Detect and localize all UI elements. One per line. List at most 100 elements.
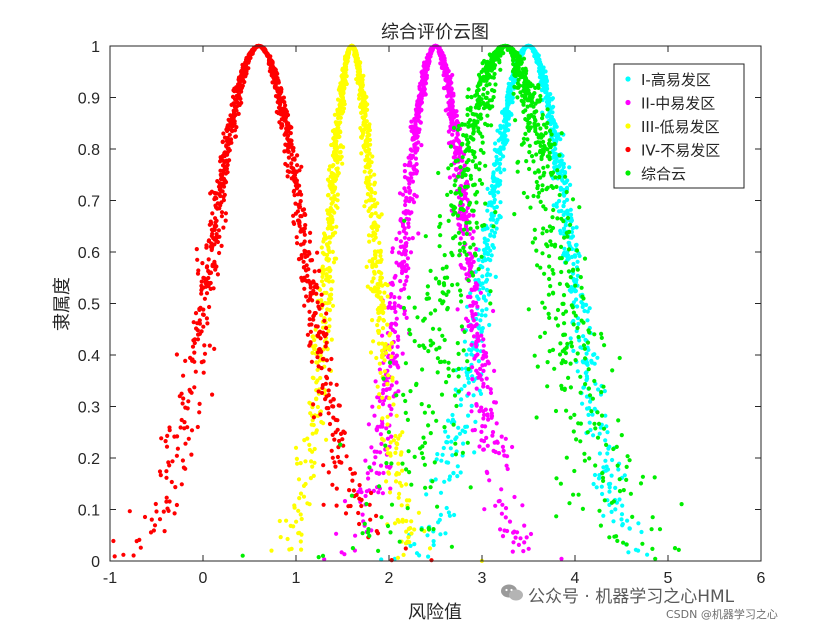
- cloud-drop: [474, 247, 479, 252]
- cloud-drop: [567, 240, 572, 246]
- cloud-drop: [503, 118, 508, 124]
- cloud-drop: [480, 134, 485, 139]
- cloud-drop: [373, 455, 378, 460]
- cloud-drop: [195, 337, 201, 342]
- cloud-drop: [433, 477, 438, 482]
- cloud-drop: [584, 302, 589, 307]
- cloud-drop: [278, 535, 283, 540]
- cloud-drop: [506, 128, 511, 133]
- cloud-drop: [307, 442, 312, 447]
- cloud-drop: [438, 221, 443, 226]
- cloud-drop: [340, 161, 345, 166]
- cloud-drop: [375, 323, 380, 328]
- cloud-drop: [402, 286, 407, 291]
- cloud-drop: [215, 235, 220, 240]
- cloud-drop: [421, 455, 426, 461]
- cloud-drop: [563, 351, 569, 356]
- cloud-drop: [313, 327, 318, 332]
- cloud-drop: [286, 149, 291, 154]
- cloud-drop: [311, 473, 316, 478]
- cloud-drop: [162, 529, 167, 534]
- cloud-drop: [374, 355, 379, 361]
- cloud-drop: [595, 355, 600, 360]
- cloud-drop: [394, 316, 399, 321]
- cloud-drop: [553, 131, 558, 136]
- cloud-drop: [336, 171, 341, 176]
- cloud-drop: [373, 190, 378, 196]
- cloud-drop: [154, 509, 159, 514]
- cloud-drop: [389, 461, 394, 466]
- cloud-drop: [410, 197, 415, 202]
- cloud-drop: [557, 174, 562, 180]
- cloud-drop: [321, 421, 326, 426]
- cloud-drop: [459, 299, 464, 304]
- cloud-drop: [372, 413, 377, 418]
- cloud-drop: [597, 451, 603, 456]
- cloud-drop: [211, 264, 216, 269]
- cloud-drop: [530, 240, 535, 245]
- cloud-drop: [323, 344, 328, 349]
- cloud-drop: [456, 351, 461, 356]
- cloud-drop: [202, 276, 207, 281]
- cloud-drop: [408, 526, 413, 531]
- cloud-drop: [334, 486, 339, 491]
- cloud-drop: [469, 403, 474, 408]
- cloud-drop: [653, 556, 658, 561]
- cloud-drop: [502, 528, 507, 533]
- cloud-drop: [153, 501, 158, 507]
- cloud-drop: [496, 451, 502, 456]
- cloud-drop: [494, 158, 499, 164]
- cloud-drop: [333, 197, 338, 202]
- cloud-drop: [243, 70, 248, 75]
- cloud-drop: [312, 446, 317, 452]
- cloud-drop: [197, 401, 202, 406]
- cloud-drop: [359, 128, 364, 133]
- cloud-drop: [537, 190, 542, 195]
- cloud-drop: [585, 430, 590, 435]
- cloud-drop: [620, 503, 625, 508]
- cloud-drop: [338, 100, 343, 105]
- cloud-drop: [206, 275, 211, 281]
- cloud-drop: [505, 138, 510, 143]
- cloud-drop: [442, 479, 447, 484]
- cloud-drop: [319, 279, 325, 284]
- cloud-drop: [409, 531, 414, 536]
- cloud-drop: [555, 323, 561, 328]
- cloud-drop: [492, 176, 497, 181]
- cloud-drop: [470, 208, 475, 213]
- cloud-drop: [494, 154, 499, 159]
- cloud-drop: [307, 447, 312, 452]
- cloud-drop: [363, 113, 368, 118]
- cloud-drop: [394, 236, 399, 242]
- cloud-drop: [510, 530, 516, 535]
- cloud-drop: [230, 94, 236, 99]
- cloud-drop: [224, 127, 229, 132]
- cloud-drop: [221, 225, 226, 230]
- cloud-drop: [225, 146, 230, 151]
- cloud-drop: [550, 215, 555, 220]
- cloud-drop: [400, 351, 405, 356]
- cloud-drop: [334, 531, 339, 536]
- cloud-drop: [457, 431, 462, 436]
- cloud-drop: [194, 247, 199, 252]
- cloud-drop: [312, 337, 317, 343]
- cloud-drop: [511, 80, 516, 85]
- cloud-drop: [435, 370, 440, 375]
- cloud-drop: [473, 419, 478, 424]
- cloud-drop: [397, 491, 402, 496]
- cloud-drop: [388, 486, 393, 491]
- cloud-drop: [127, 509, 132, 514]
- cloud-drop: [422, 69, 427, 74]
- cloud-drop: [362, 169, 367, 174]
- cloud-drop: [437, 359, 443, 365]
- cloud-drop: [426, 554, 431, 559]
- cloud-drop: [370, 318, 375, 323]
- cloud-drop: [461, 245, 466, 250]
- cloud-drop: [440, 266, 445, 271]
- cloud-drop: [466, 376, 471, 381]
- cloud-drop: [378, 463, 384, 468]
- cloud-drop: [543, 69, 548, 74]
- cloud-drop: [396, 389, 401, 394]
- cloud-drop: [554, 204, 559, 209]
- cloud-drop: [322, 231, 327, 236]
